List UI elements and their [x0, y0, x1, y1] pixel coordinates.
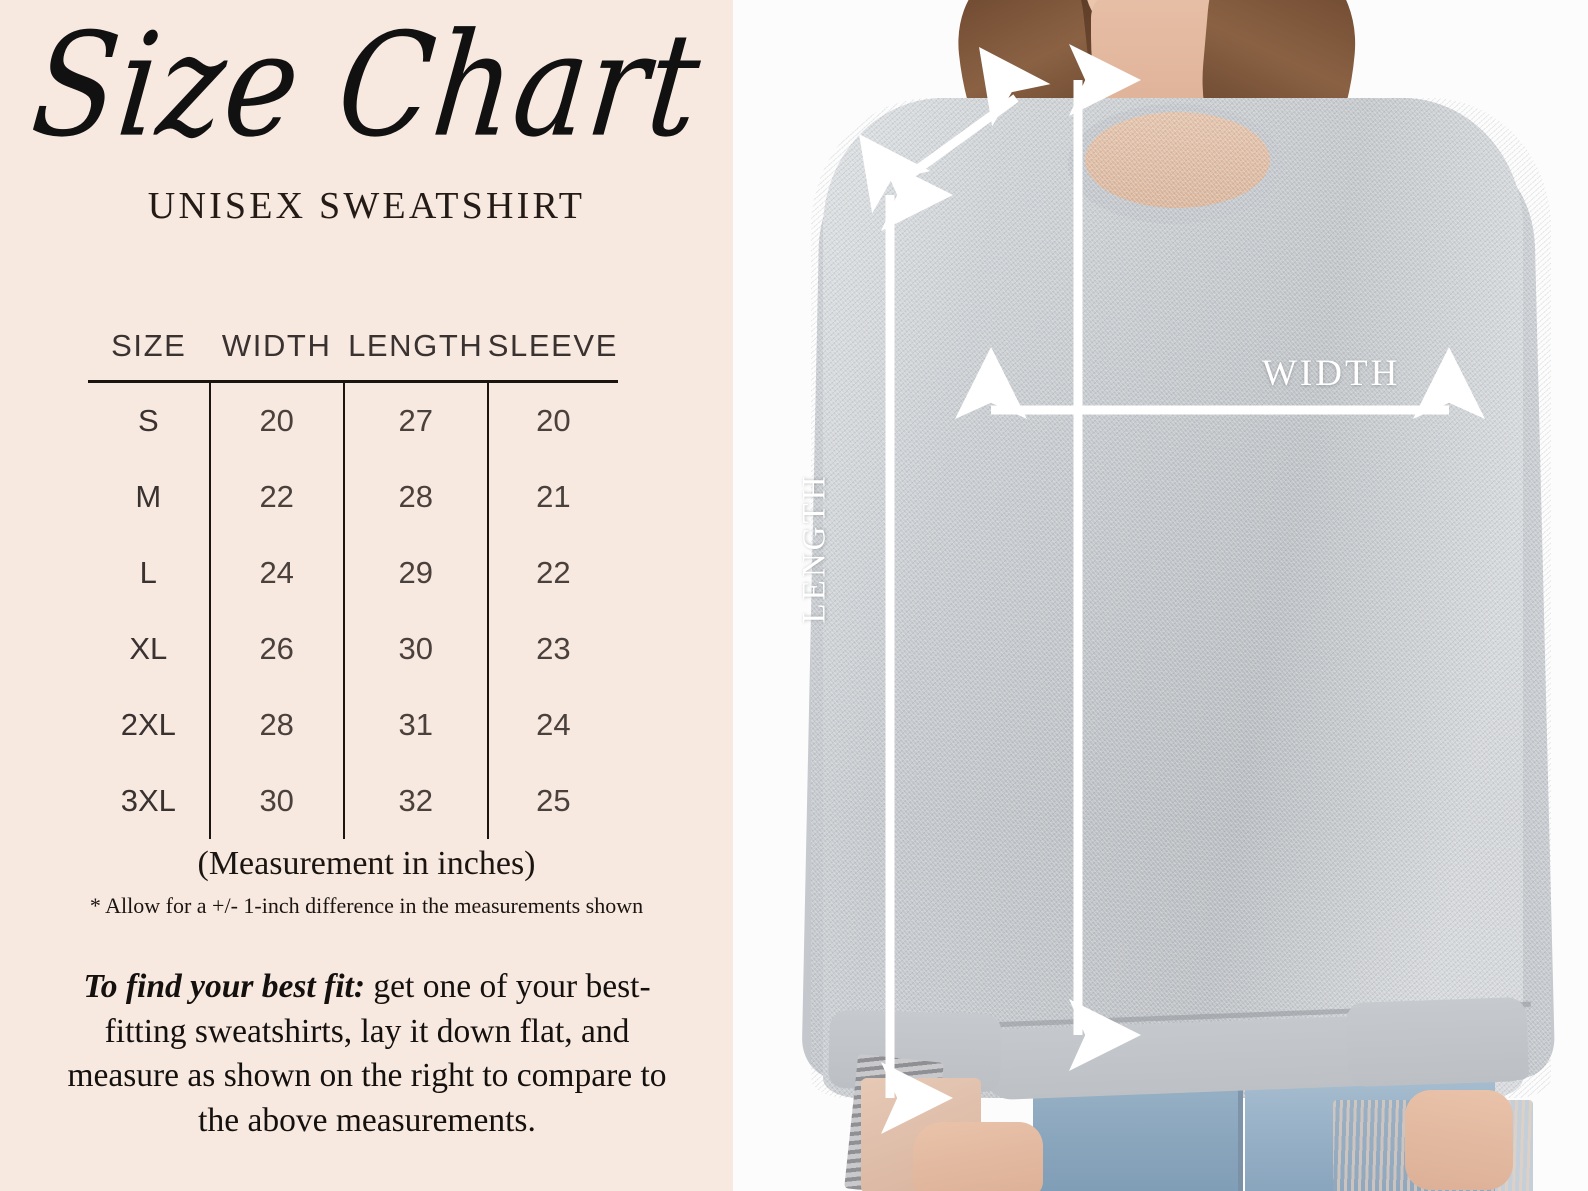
- size-table: SIZE WIDTH LENGTH SLEEVE S 20 27 20 M: [88, 328, 618, 839]
- table-row: XL 26 30 23: [88, 611, 618, 687]
- column-header-length: LENGTH: [348, 328, 484, 363]
- size-table-head: SIZE WIDTH LENGTH SLEEVE: [88, 328, 618, 382]
- model-photo-panel: WIDTH LENGTH SLEEVE: [733, 0, 1588, 1191]
- best-fit-body: get one of your best-fitting sweatshirts…: [67, 968, 667, 1139]
- cell-size: S: [137, 403, 159, 438]
- cell-length: 31: [342, 687, 488, 763]
- cell-size: 2XL: [120, 707, 176, 742]
- table-header-row: SIZE WIDTH LENGTH SLEEVE: [88, 328, 618, 382]
- best-fit-paragraph: To find your best fit: get one of your b…: [62, 965, 672, 1143]
- cell-size: M: [135, 479, 162, 514]
- title-block: Size Chart UNISEX SWEATSHIRT: [0, 4, 733, 228]
- cell-length: 27: [342, 381, 488, 459]
- right-hand: [1405, 1090, 1513, 1190]
- cell-width: 26: [208, 611, 344, 687]
- measurement-unit-note: (Measurement in inches): [197, 845, 536, 882]
- tolerance-note: * Allow for a +/- 1-inch difference in t…: [89, 893, 644, 918]
- cell-width: 20: [208, 381, 344, 459]
- cell-length: 32: [342, 763, 488, 839]
- table-row: S 20 27 20: [88, 381, 618, 459]
- cell-length: 30: [342, 611, 488, 687]
- cell-sleeve: 25: [486, 763, 618, 839]
- table-row: M 22 28 21: [88, 459, 618, 535]
- cell-width: 28: [208, 687, 344, 763]
- width-measurement-label: WIDTH: [1262, 353, 1401, 394]
- measurement-arrows: [859, 44, 1485, 1134]
- cell-length: 28: [342, 459, 488, 535]
- page-title: Size Chart: [25, 3, 708, 170]
- column-header-sleeve: SLEEVE: [487, 328, 618, 363]
- size-table-body: S 20 27 20 M 22 28 21 L 24 29: [88, 381, 618, 839]
- table-row: 2XL 28 31 24: [88, 687, 618, 763]
- column-header-size: SIZE: [111, 328, 187, 363]
- cell-sleeve: 22: [486, 535, 618, 611]
- cell-size: L: [139, 555, 157, 590]
- info-panel: Size Chart UNISEX SWEATSHIRT SIZE WIDTH …: [0, 0, 733, 1191]
- measurement-overlay: WIDTH LENGTH SLEEVE: [733, 0, 1588, 1191]
- cell-width: 24: [208, 535, 344, 611]
- cell-size: 3XL: [120, 783, 176, 818]
- sleeve-arrow: [859, 46, 1051, 1134]
- cell-sleeve: 20: [486, 381, 618, 459]
- cell-sleeve: 21: [486, 459, 618, 535]
- cell-length: 29: [342, 535, 488, 611]
- cell-width: 22: [208, 459, 344, 535]
- size-table-wrapper: SIZE WIDTH LENGTH SLEEVE S 20 27 20 M: [88, 328, 618, 839]
- column-header-width: WIDTH: [221, 328, 332, 363]
- cell-sleeve: 23: [486, 611, 618, 687]
- cell-size: XL: [129, 631, 168, 666]
- length-measurement-label: LENGTH: [796, 473, 833, 624]
- cell-sleeve: 24: [486, 687, 618, 763]
- jeans-seam: [1238, 1062, 1243, 1191]
- page-subtitle: UNISEX SWEATSHIRT: [147, 184, 586, 227]
- cell-width: 30: [208, 763, 344, 839]
- table-row: 3XL 30 32 25: [88, 763, 618, 839]
- table-row: L 24 29 22: [88, 535, 618, 611]
- best-fit-lead: To find your best fit:: [83, 968, 366, 1005]
